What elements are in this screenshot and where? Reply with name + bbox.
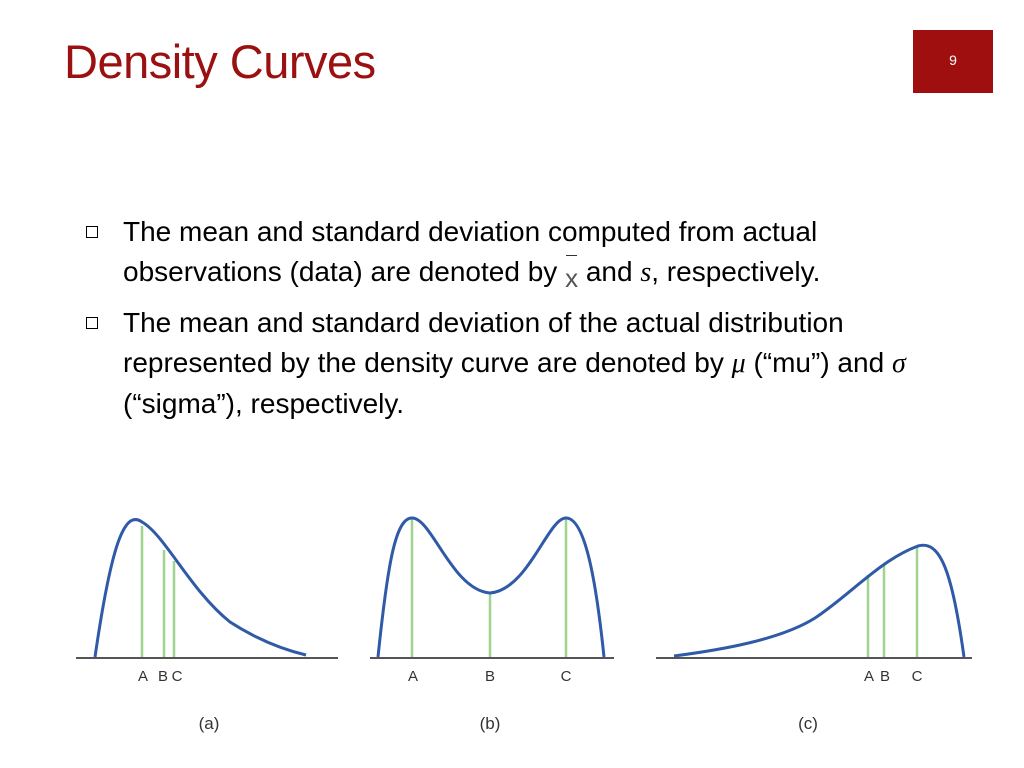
- bullet-list: The mean and standard deviation computed…: [86, 212, 906, 424]
- bullet-2-text: The mean and standard deviation of the a…: [123, 307, 844, 378]
- bullet-2-end: (“sigma”), respectively.: [123, 388, 405, 419]
- skewed-left-curve: [673, 543, 966, 658]
- sigma-symbol: σ: [891, 348, 906, 379]
- slide-title: Density Curves: [64, 35, 376, 88]
- bullet-item-1: The mean and standard deviation computed…: [86, 212, 906, 293]
- marker-label-b: B: [485, 668, 495, 685]
- density-curves-figure: A B C (a) A B C (b) A B C (c): [76, 516, 972, 733]
- marker-label-b: B: [880, 668, 890, 685]
- bimodal-curve: [376, 516, 606, 658]
- density-curve-panel-c: A B C (c): [656, 543, 972, 733]
- density-curve-panel-a: A B C (a): [76, 518, 338, 733]
- bullet-item-2: The mean and standard deviation of the a…: [86, 303, 906, 424]
- s-symbol: s: [640, 257, 652, 288]
- bullet-1-and: and: [585, 256, 633, 287]
- mu-symbol: μ: [731, 348, 746, 379]
- marker-label-c: C: [912, 668, 923, 685]
- marker-label-a: A: [864, 668, 874, 685]
- square-bullet-icon: [86, 226, 98, 238]
- panel-label: (b): [480, 714, 501, 733]
- marker-label-c: C: [561, 668, 572, 685]
- panel-label: (c): [798, 714, 818, 733]
- bullet-1-end: , respectively.: [651, 256, 821, 287]
- marker-label-b: B: [158, 668, 168, 685]
- marker-label-c: C: [172, 668, 183, 685]
- page-number-badge: 9: [913, 30, 993, 93]
- skewed-right-curve: [93, 518, 307, 658]
- page-number: 9: [949, 52, 957, 68]
- square-bullet-icon: [86, 317, 98, 329]
- density-curve-panel-b: A B C (b): [370, 516, 614, 733]
- panel-label: (a): [199, 714, 220, 733]
- marker-label-a: A: [408, 668, 418, 685]
- bullet-1-text: The mean and standard deviation computed…: [123, 216, 818, 287]
- bullet-2-mu-and: (“mu”) and: [753, 347, 885, 378]
- marker-label-a: A: [138, 668, 148, 685]
- x-bar-symbol: x: [565, 255, 578, 298]
